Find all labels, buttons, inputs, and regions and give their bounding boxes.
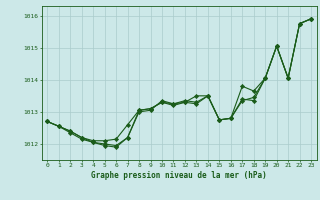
X-axis label: Graphe pression niveau de la mer (hPa): Graphe pression niveau de la mer (hPa) [91,171,267,180]
